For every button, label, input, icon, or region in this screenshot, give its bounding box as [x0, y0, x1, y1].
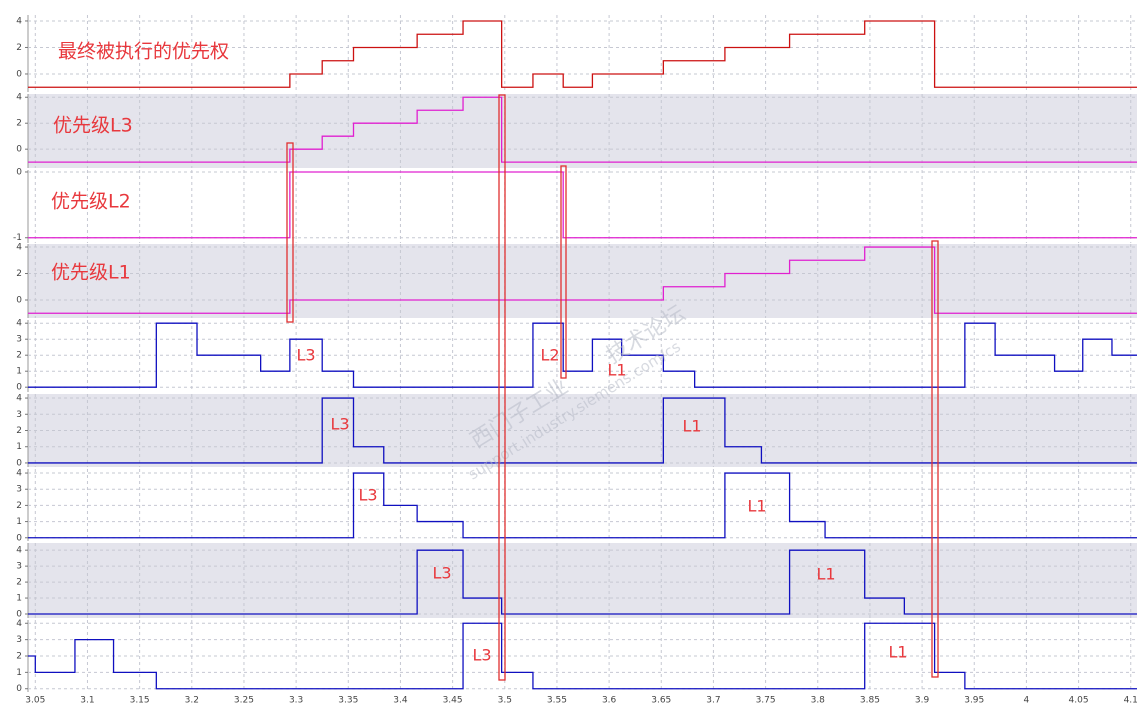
trace-line — [28, 96, 1137, 163]
panel-band — [28, 543, 1137, 618]
annotation: L1 — [888, 643, 907, 662]
panel-band — [28, 320, 1137, 392]
y-tick-label: 0 — [16, 69, 22, 79]
annotation: L3 — [432, 564, 451, 583]
x-tick-label: 3.35 — [338, 696, 358, 705]
x-tick-label: 3.25 — [234, 696, 254, 705]
trace-line — [28, 549, 1137, 615]
y-tick-label: 2 — [16, 119, 22, 129]
y-tick-label: 2 — [16, 426, 22, 436]
track-title: 优先级L1 — [51, 262, 131, 284]
highlight-box — [498, 94, 506, 681]
trace-line — [28, 622, 1137, 690]
y-tick-label: 4 — [16, 93, 22, 103]
x-tick-label: 3.95 — [964, 696, 984, 705]
annotation: L3 — [358, 486, 377, 505]
y-tick-label: 3 — [16, 562, 22, 572]
panel-band — [28, 94, 1137, 168]
y-tick-label: 3 — [16, 410, 22, 420]
y-tick-label: 2 — [16, 578, 22, 588]
x-tick-label: 3.45 — [443, 696, 463, 705]
y-tick-label: 4 — [16, 394, 22, 404]
y-tick-label: 2 — [16, 269, 22, 279]
trace-line — [28, 246, 1137, 314]
x-tick-label: 3.7 — [706, 696, 720, 705]
x-tick-label: 3.6 — [602, 696, 617, 705]
x-tick-label: 3.05 — [25, 696, 45, 705]
highlight-box — [931, 240, 939, 678]
y-tick-label: 4 — [16, 546, 22, 556]
track-title: 优先级L2 — [51, 191, 131, 213]
x-tick-label: 4 — [1024, 696, 1030, 705]
y-tick-label: 0 — [16, 610, 22, 620]
trace-line — [28, 171, 1137, 239]
y-tick-label: 0 — [16, 684, 22, 694]
x-tick-label: 3.15 — [130, 696, 150, 705]
y-tick-label: 3 — [16, 635, 22, 645]
x-tick-label: 3.2 — [185, 696, 199, 705]
y-tick-label: 1 — [16, 367, 22, 377]
y-tick-label: 0 — [16, 458, 22, 468]
highlight-box — [286, 142, 294, 323]
track-title: 最终被执行的优先权 — [58, 41, 229, 63]
y-tick-label: 0 — [16, 533, 22, 543]
x-tick-label: 3.5 — [498, 696, 512, 705]
highlight-box — [560, 165, 567, 379]
x-tick-label: 3.85 — [860, 696, 880, 705]
annotation: L3 — [330, 415, 349, 434]
y-tick-label: 3 — [16, 485, 22, 495]
annotation: L2 — [540, 346, 559, 365]
x-tick-label: 3.4 — [393, 696, 408, 705]
track-title: 优先级L3 — [53, 115, 133, 137]
highlight-boxes — [286, 94, 939, 681]
annotation: L1 — [607, 361, 626, 380]
y-tick-label: 0 — [16, 167, 22, 177]
x-tick-label: 3.3 — [289, 696, 303, 705]
y-tick-label: 3 — [16, 335, 22, 345]
y-tick-label: 1 — [16, 442, 22, 452]
y-tick-label: 4 — [16, 469, 22, 479]
panel-band — [28, 170, 1137, 243]
y-tick-label: 2 — [16, 501, 22, 511]
annotation: L3 — [296, 346, 315, 365]
x-tick-label: 3.55 — [547, 696, 567, 705]
annotation: L1 — [747, 497, 766, 516]
y-tick-label: 4 — [16, 243, 22, 253]
y-tick-label: 2 — [16, 351, 22, 361]
y-tick-label: 0 — [16, 145, 22, 155]
y-tick-label: 4 — [16, 619, 22, 629]
trace-line — [28, 20, 1137, 88]
x-tick-label: 3.65 — [651, 696, 671, 705]
annotation: L1 — [682, 417, 701, 436]
x-tick-label: 3.9 — [915, 696, 930, 705]
y-tick-label: 2 — [16, 43, 22, 53]
annotation: L3 — [472, 646, 491, 665]
panel-band — [28, 15, 1137, 92]
bands: 3.05 3.1 3.15 3.2 3.25 3.3 3.35 3.4 3.45 3.5 3.55 3… — [13, 15, 1137, 705]
trace-line — [28, 397, 1137, 464]
y-tick-label: -1 — [13, 233, 22, 243]
y-tick-label: 0 — [16, 383, 22, 393]
x-tick-label: 3.1 — [80, 696, 94, 705]
y-tick-label: 4 — [16, 319, 22, 329]
y-tick-label: 0 — [16, 295, 22, 305]
y-tick-label: 1 — [16, 594, 22, 604]
trace-line — [28, 322, 1137, 388]
y-tick-label: 1 — [16, 668, 22, 678]
annotation: L1 — [816, 565, 835, 584]
panel-band — [28, 244, 1137, 318]
y-tick-label: 1 — [16, 517, 22, 527]
x-tick-label: 3.8 — [811, 696, 826, 705]
y-tick-label: 4 — [16, 16, 22, 26]
y-tick-label: 2 — [16, 652, 22, 662]
x-tick-label: 3.75 — [756, 696, 776, 705]
x-tick-label: 4.1 — [1124, 696, 1137, 705]
trace-line — [28, 472, 1137, 539]
x-tick-label: 4.05 — [1069, 696, 1089, 705]
